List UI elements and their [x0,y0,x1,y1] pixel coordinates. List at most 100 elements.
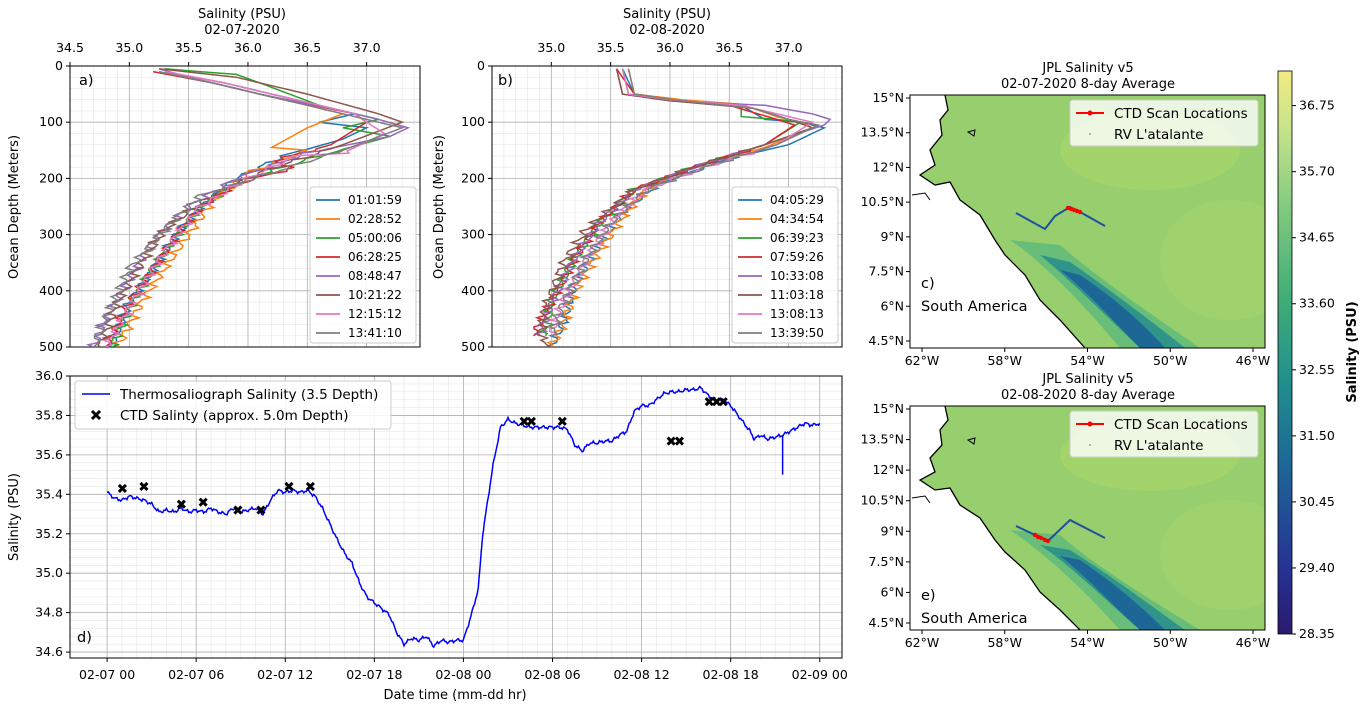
ctd-marker [176,499,186,509]
x-tick-label: 02-07 12 [257,667,313,682]
legend-entry: 13:41:10 [348,326,402,340]
lon-tick-label: 54°W [1070,353,1105,368]
lat-tick-label: 13.5°N [861,125,904,140]
panel-e-lon-ticks: 62°W 58°W 54°W 50°W 46°W [905,630,1271,650]
lat-tick-label: 7.5°N [869,554,904,569]
y-tick-label: 300 [39,227,63,242]
colorbar-tick-label: 28.35 [1299,626,1335,641]
colorbar-tick-label: 30.45 [1299,494,1335,509]
panel-c-map: JPL Salinity v5 02-07-2020 8-day Average… [861,61,1271,368]
y-tick-label: 100 [39,114,63,129]
profile-line-130813 [548,68,815,337]
panel-c-title-1: JPL Salinity v5 [1041,61,1133,76]
ctd-marker [526,416,536,426]
panel-e-lat-ticks: 15°N 13.5°N 12°N 10.5°N 9°N 7.5°N 6°N 4.5°N [861,401,910,630]
panel-b-legend: 04:05:29 04:34:54 06:39:23 07:59:26 10:33:08… [731,186,839,344]
lon-tick-label: 46°W [1236,635,1271,650]
colorbar-tick-label: 36.75 [1299,98,1335,113]
y-tick-label: 400 [461,283,485,298]
y-tick-label: 500 [39,339,63,354]
profile-line-043454 [546,68,815,347]
lat-tick-label: 7.5°N [869,264,904,279]
lon-tick-label: 50°W [1153,353,1188,368]
profile-line-133950 [547,68,821,337]
lon-tick-label: 58°W [987,353,1022,368]
panel-c-lon-ticks: 62°W 58°W 54°W 50°W 46°W [905,348,1271,368]
lat-tick-label: 9°N [880,523,904,538]
y-tick-label: 36.0 [35,368,63,383]
panel-b-ylabel: Ocean Depth (Meters) [432,135,447,279]
panel-d-yticks: 34.6 34.8 35.0 35.2 35.4 35.6 35.8 36.0 [35,368,70,659]
y-tick-label: 400 [39,283,63,298]
panel-e-title-1: JPL Salinity v5 [1041,372,1133,387]
legend-entry: 05:00:06 [348,231,402,245]
lat-tick-label: 12°N [872,159,904,174]
panel-c-continent-label: South America [921,299,1028,315]
ctd-marker [557,416,567,426]
x-tick-label: 02-07 18 [346,667,402,682]
legend-entry: 10:21:22 [348,288,402,302]
ctd-marker [305,481,315,491]
panel-c-legend-rv: RV L'atalante [1114,127,1203,143]
lon-tick-label: 54°W [1070,635,1105,650]
panel-e-map: JPL Salinity v5 02-08-2020 8-day Average… [861,372,1271,650]
lat-tick-label: 15°N [872,401,904,416]
lon-tick-label: 62°W [905,635,940,650]
legend-entry: 02:28:52 [348,212,402,226]
panel-d-frame [69,375,843,659]
panel-c-legend-ctd: CTD Scan Locations [1114,106,1248,122]
tsg-salinity-line [106,385,821,649]
panel-d-legend: Thermosaliograph Salinity (3.5 Depth) CT… [74,380,392,430]
legend-entry: 11:03:18 [770,288,824,302]
panel-d-xticks: 02-07 00 02-07 06 02-07 12 02-07 18 02-08 00… [79,658,848,682]
x-tick-label: 36.0 [234,40,262,55]
panel-d-legend-ctd: CTD Salinty (approx. 5.0m Depth) [120,408,348,424]
y-tick-label: 35.0 [35,565,63,580]
x-tick-label: 34.5 [56,40,84,55]
x-tick-label: 36.5 [715,40,743,55]
x-tick-label: 35.0 [537,40,565,55]
panel-b-series [533,68,832,347]
y-tick-label: 35.8 [35,407,63,422]
colorbar: 36.75 35.70 34.65 33.60 32.55 31.50 30.45 29.40… [1277,70,1360,641]
panel-e-continent-label: South America [921,611,1028,627]
panel-a-ylabel: Ocean Depth (Meters) [7,135,22,279]
panel-d-ylabel: Salinity (PSU) [7,473,22,561]
panel-a: Salinity (PSU) 02-07-2020 Ocean Depth (M… [7,7,421,354]
panel-c-lat-ticks: 15°N 13.5°N 12°N 10.5°N 9°N 7.5°N 6°N 4.5°N [861,90,910,348]
lat-tick-label: 10.5°N [861,493,904,508]
lat-tick-label: 12°N [872,462,904,477]
panel-e-legend: CTD Scan Locations RV L'atalante [1069,410,1259,458]
panel-b-top-title-2: 02-08-2020 [629,23,705,38]
ctd-marker [284,481,294,491]
panel-b-xticks: 35.0 35.5 36.0 36.5 37.0 [537,40,803,66]
x-tick-label: 36.0 [656,40,684,55]
lat-tick-label: 4.5°N [869,333,904,348]
panel-c-land [910,95,1085,348]
y-tick-label: 0 [477,58,485,73]
panel-d-xlabel: Date time (mm-dd hr) [383,688,526,703]
y-tick-label: 100 [461,114,485,129]
x-tick-label: 35.0 [115,40,143,55]
legend-entry: 06:28:25 [348,250,402,264]
lon-tick-label: 46°W [1236,353,1271,368]
legend-entry: 06:39:23 [770,231,824,245]
x-tick-label: 02-08 12 [613,667,669,682]
ctd-marker [718,397,728,407]
ctd-marker [117,483,127,493]
ctd-marker [198,497,208,507]
panel-d-series [106,385,821,649]
y-tick-label: 500 [461,339,485,354]
y-tick-label: 35.4 [35,486,63,501]
y-tick-label: 35.2 [35,526,63,541]
colorbar-tick-label: 31.50 [1299,428,1335,443]
x-tick-label: 02-07 06 [168,667,224,682]
panel-a-series [85,68,411,347]
lat-tick-label: 6°N [880,584,904,599]
y-tick-label: 300 [461,227,485,242]
panel-e-letter: e) [921,588,936,604]
panel-c-letter: c) [921,276,935,292]
y-tick-label: 34.8 [35,605,63,620]
lat-tick-label: 4.5°N [869,615,904,630]
